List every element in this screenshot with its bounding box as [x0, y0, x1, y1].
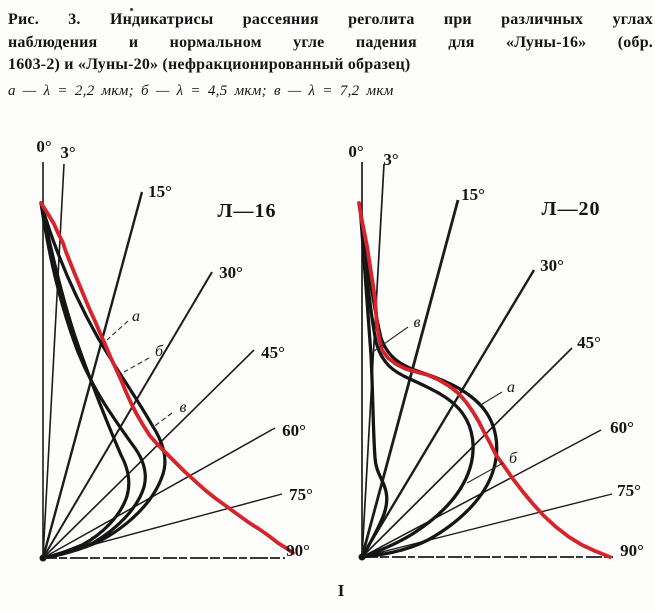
diagram-title-left: Л—16	[218, 200, 277, 222]
angle-label-45-left: 45°	[261, 343, 285, 362]
indicatrix-curve-b-right	[358, 203, 475, 559]
red-curve-left	[39, 201, 295, 555]
angle-label-75-right: 75°	[617, 481, 641, 500]
curve-label-v-right: в	[414, 314, 421, 331]
indicatrix-curve-a-right	[358, 203, 499, 559]
figure-caption: Рис. 3. Индикатрисы рассеяния реголита п…	[8, 9, 653, 102]
curve-label-v-left: в	[180, 399, 187, 416]
angle-label-0-left: 0°	[36, 137, 51, 156]
ray-30deg-left	[42, 271, 213, 559]
indicatrix-curve-v-left	[39, 201, 167, 560]
caption-line-1: Рис. 3. Индикатрисы рассеяния реголита п…	[8, 11, 653, 28]
angle-label-90-right: 90°	[620, 541, 644, 560]
leader-line-b-right	[466, 462, 504, 484]
ray-45deg-right	[361, 347, 573, 558]
angle-label-60-right: 60°	[610, 418, 634, 437]
caption-line-2: наблюдения и нормальном угле падения для…	[8, 33, 653, 51]
ray-3deg-right	[361, 163, 385, 558]
diagram-title-right: Л—20	[542, 198, 601, 220]
leader-line-a-right	[478, 391, 503, 407]
curve-label-b-right: б	[509, 450, 518, 467]
caption-line-3: 1603-2) и «Луны-20» (нефракционированный…	[8, 56, 411, 73]
angle-label-3-right: 3°	[383, 150, 398, 169]
diagram-left: 0° 3° 15° 30° 45° 60° 75° 90° а б в Л—16	[36, 137, 313, 562]
angle-label-30-right: 30°	[540, 256, 564, 275]
leader-line-a-left	[106, 320, 129, 341]
angle-label-90-left: 90°	[286, 541, 310, 560]
angle-label-15-left: 15°	[148, 182, 172, 201]
angle-label-0-right: 0°	[348, 142, 363, 161]
leader-line-b-left	[123, 357, 150, 373]
curve-label-a-left: а	[132, 308, 140, 325]
angle-label-75-left: 75°	[289, 485, 313, 504]
page-marker: I	[338, 581, 345, 600]
indicatrix-curve-a-left	[39, 201, 131, 560]
leader-line-v-left	[151, 412, 173, 429]
red-curve-right	[357, 201, 612, 559]
ray-60deg-left	[42, 427, 276, 559]
ray-3deg-left	[42, 163, 65, 559]
angle-label-45-right: 45°	[577, 333, 601, 352]
ray-30deg-right	[360, 269, 536, 558]
caption-wavelength-legend: а — λ = 2,2 мкм; б — λ = 4,5 мкм; в — λ …	[8, 82, 394, 99]
diagram-right: 0° 3° 15° 30° 45° 60° 75° 90° в а б Л—20	[348, 142, 644, 561]
curve-label-a-right: а	[507, 379, 515, 396]
ray-15deg-left	[41, 191, 144, 559]
angle-label-15-right: 15°	[461, 185, 485, 204]
scan-artifact-dot	[130, 8, 133, 11]
curve-label-b-left: б	[155, 343, 164, 360]
indicatrix-curve-v-right	[358, 203, 389, 559]
ray-75deg-right	[361, 493, 613, 558]
ray-45deg-left	[42, 349, 255, 559]
angle-label-30-left: 30°	[219, 263, 243, 282]
leader-line-v-right	[373, 326, 409, 352]
angle-label-60-left: 60°	[282, 421, 306, 440]
angle-label-3-left: 3°	[60, 143, 75, 162]
